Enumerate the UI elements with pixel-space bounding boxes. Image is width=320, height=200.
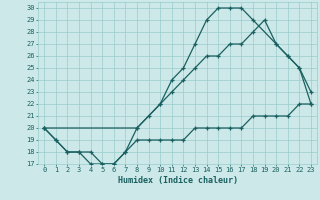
X-axis label: Humidex (Indice chaleur): Humidex (Indice chaleur) <box>118 176 238 185</box>
